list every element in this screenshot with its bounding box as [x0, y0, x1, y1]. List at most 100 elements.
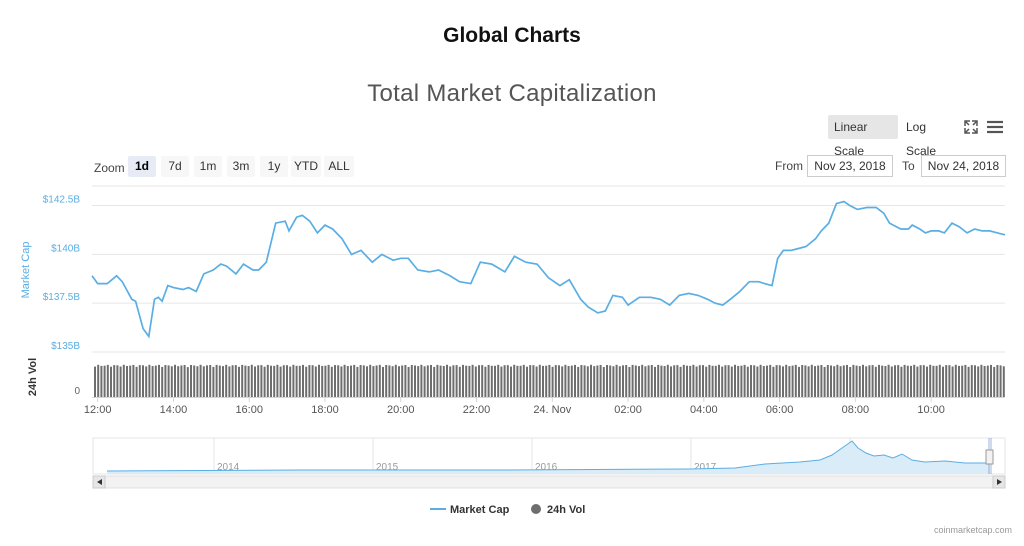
- volume-bar: [638, 366, 640, 397]
- navigator-handle[interactable]: [985, 449, 994, 465]
- volume-bar: [279, 366, 282, 397]
- linear-scale-button[interactable]: Linear Scale: [828, 115, 898, 158]
- volume-bar: [126, 366, 128, 397]
- volume-bar: [593, 366, 596, 397]
- zoom-button-ytd[interactable]: YTD: [291, 156, 321, 177]
- volume-bar: [471, 364, 474, 397]
- volume-bar: [548, 364, 551, 397]
- volume-bar: [215, 364, 218, 397]
- volume-bar: [250, 364, 253, 397]
- volume-bar: [446, 364, 448, 397]
- hamburger-menu-icon[interactable]: [985, 117, 1005, 137]
- volume-bar: [596, 365, 599, 397]
- zoom-button-7d[interactable]: 7d: [161, 156, 189, 177]
- volume-bar: [609, 365, 612, 397]
- volume-bar: [897, 365, 900, 397]
- volume-bar: [372, 366, 375, 397]
- volume-bar: [676, 365, 679, 397]
- volume-bar: [100, 365, 103, 397]
- volume-bar: [247, 366, 250, 397]
- volume-bar: [535, 366, 538, 397]
- volume-bar: [586, 366, 589, 397]
- volume-bar: [282, 365, 285, 397]
- volume-bar: [887, 364, 890, 397]
- legend-market-cap-label[interactable]: Market Cap: [450, 504, 510, 516]
- volume-bar: [679, 366, 682, 397]
- volume-bar: [858, 366, 861, 397]
- y-tick-label: $140B: [51, 243, 80, 254]
- volume-bar: [951, 366, 954, 397]
- volume-bar: [663, 366, 666, 397]
- volume-bar: [817, 365, 820, 397]
- volume-bar: [753, 365, 756, 397]
- volume-bar: [151, 366, 154, 397]
- zoom-button-3m[interactable]: 3m: [227, 156, 255, 177]
- volume-bar: [657, 364, 660, 397]
- volume-bar: [945, 365, 948, 397]
- volume-bar: [366, 366, 368, 397]
- volume-bar: [810, 364, 813, 397]
- volume-bar: [798, 366, 800, 397]
- volume-zero-tick: 0: [74, 386, 80, 397]
- volume-bar: [161, 366, 164, 397]
- volume-bar: [807, 366, 810, 397]
- legend-volume-label[interactable]: 24h Vol: [547, 504, 585, 516]
- volume-bar: [484, 366, 487, 397]
- volume-bar: [542, 365, 544, 397]
- zoom-label: Zoom: [94, 161, 125, 175]
- volume-bar: [670, 366, 672, 397]
- volume-bar: [254, 366, 256, 397]
- fullscreen-icon[interactable]: [961, 117, 981, 137]
- market-cap-line: [91, 200, 1006, 339]
- volume-bar: [974, 365, 976, 397]
- volume-bar: [202, 366, 205, 397]
- to-date-input[interactable]: Nov 24, 2018: [921, 155, 1006, 177]
- volume-bar: [222, 366, 224, 397]
- volume-bar: [462, 364, 464, 397]
- volume-bar: [990, 364, 992, 397]
- volume-bar: [782, 366, 784, 397]
- volume-bar: [830, 365, 832, 397]
- volume-bar: [103, 365, 106, 397]
- volume-bar: [801, 365, 804, 397]
- from-date-input[interactable]: Nov 23, 2018: [807, 155, 893, 177]
- volume-bar: [906, 365, 909, 397]
- volume-bar: [398, 366, 400, 397]
- volume-bar: [686, 365, 688, 397]
- volume-bar: [881, 365, 884, 397]
- zoom-button-all[interactable]: ALL: [324, 156, 354, 177]
- chart-title: Total Market Capitalization: [367, 80, 657, 107]
- x-tick-label: 18:00: [311, 404, 339, 416]
- volume-bar: [148, 364, 151, 397]
- volume-bar: [842, 365, 845, 397]
- volume-bar: [682, 364, 685, 397]
- volume-bar: [961, 365, 964, 397]
- x-tick-label: 02:00: [614, 404, 642, 416]
- volume-bar: [334, 365, 336, 397]
- zoom-button-1m[interactable]: 1m: [194, 156, 222, 177]
- volume-bar: [225, 364, 228, 397]
- volume-bar: [913, 364, 916, 397]
- volume-bar: [193, 365, 196, 397]
- volume-bar: [929, 364, 932, 397]
- volume-bar: [183, 365, 186, 397]
- volume-bar: [583, 365, 586, 397]
- volume-bar: [884, 366, 887, 397]
- volume-bar: [94, 366, 96, 397]
- zoom-button-1d[interactable]: 1d: [128, 156, 156, 177]
- navigator-scrollbar[interactable]: [92, 475, 1006, 489]
- zoom-button-1y[interactable]: 1y: [260, 156, 288, 177]
- volume-bar: [417, 366, 420, 397]
- volume-bar: [862, 364, 864, 397]
- chevron-left-icon: [97, 479, 102, 485]
- volume-bar: [721, 366, 724, 397]
- volume-bar: [932, 365, 935, 397]
- volume-bar: [708, 364, 711, 397]
- log-scale-button[interactable]: Log Scale: [906, 120, 937, 158]
- volume-bar: [618, 366, 621, 397]
- volume-bar: [164, 365, 167, 397]
- volume-bar: [574, 364, 576, 397]
- volume-bar: [362, 365, 365, 397]
- volume-bar: [692, 364, 695, 397]
